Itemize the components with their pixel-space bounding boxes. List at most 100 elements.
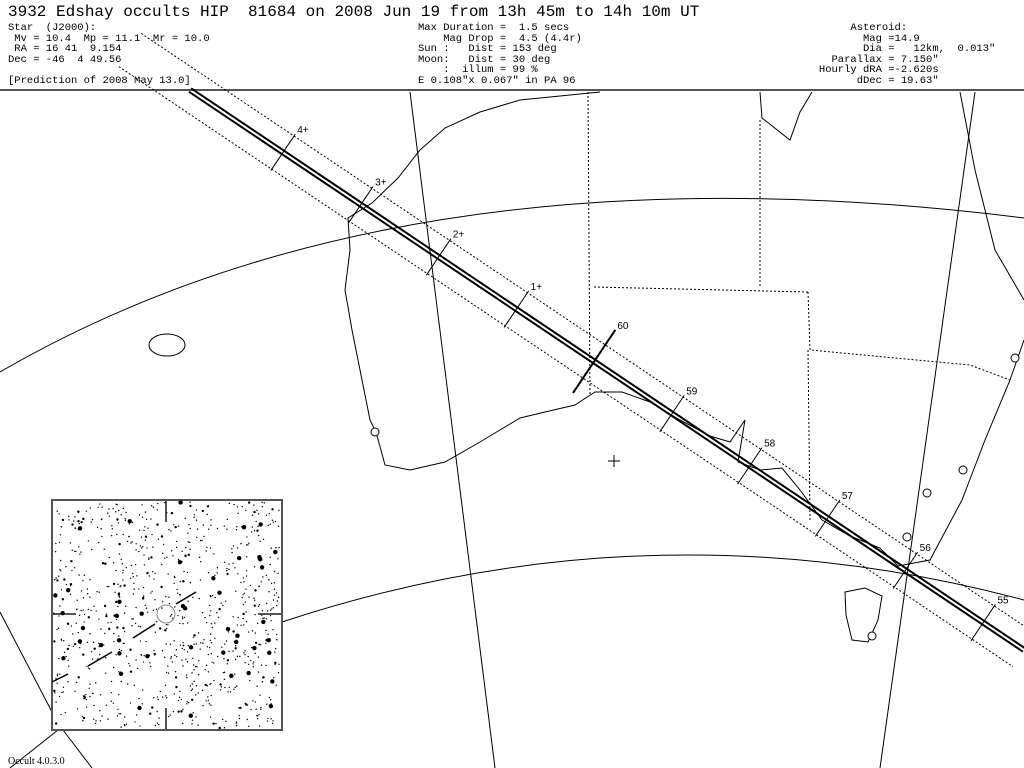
star <box>100 694 102 696</box>
star <box>58 541 61 544</box>
star <box>209 604 211 607</box>
star <box>193 664 195 666</box>
star <box>94 722 97 725</box>
star <box>134 622 137 625</box>
star <box>188 541 191 544</box>
star <box>69 582 73 586</box>
star <box>258 585 260 588</box>
star <box>253 599 256 601</box>
star <box>254 613 256 616</box>
star <box>66 647 70 651</box>
star <box>187 553 190 557</box>
star <box>72 633 74 635</box>
star <box>238 714 240 717</box>
star <box>223 561 226 564</box>
star <box>192 657 194 660</box>
star <box>169 643 172 645</box>
star <box>193 634 196 637</box>
time-label: 55 <box>997 595 1009 606</box>
star <box>125 605 127 607</box>
star <box>156 696 159 698</box>
star <box>177 558 180 561</box>
star <box>112 582 116 586</box>
header-divider <box>0 89 1024 91</box>
star <box>217 590 222 595</box>
star <box>265 629 267 632</box>
star <box>65 655 67 658</box>
star <box>156 523 159 526</box>
star <box>268 512 270 515</box>
star <box>168 602 171 605</box>
star <box>175 546 178 549</box>
star <box>164 629 167 632</box>
star <box>189 548 191 550</box>
star <box>80 551 82 553</box>
star <box>181 560 183 563</box>
star <box>77 528 80 531</box>
star <box>104 632 106 635</box>
star <box>117 708 119 710</box>
time-label: 2+ <box>453 230 465 241</box>
star <box>210 623 213 625</box>
star <box>204 683 207 687</box>
star <box>259 565 265 570</box>
star <box>61 691 63 694</box>
star <box>136 575 138 577</box>
star <box>95 610 97 612</box>
star <box>243 624 245 626</box>
star <box>205 550 207 552</box>
city-marker <box>1010 353 1020 363</box>
star <box>76 608 78 610</box>
time-tick <box>659 395 685 433</box>
star <box>145 653 150 659</box>
star <box>170 613 173 616</box>
star <box>197 632 200 634</box>
star <box>262 676 265 679</box>
star <box>225 640 228 642</box>
star <box>167 573 169 575</box>
star <box>223 678 226 681</box>
star <box>181 550 183 553</box>
star <box>187 532 189 534</box>
star <box>154 599 156 601</box>
star <box>188 523 190 526</box>
star <box>167 624 169 626</box>
star <box>125 566 128 569</box>
star <box>156 722 159 724</box>
star <box>253 604 256 607</box>
star <box>53 593 58 598</box>
star <box>55 701 57 703</box>
info-line: Dia = 12km, 0.013" <box>800 43 996 55</box>
star <box>266 602 268 604</box>
star <box>188 645 194 650</box>
star <box>182 580 185 583</box>
star <box>144 539 147 541</box>
star <box>235 722 237 724</box>
star <box>182 708 184 711</box>
star <box>228 502 230 505</box>
info-line: Mv = 10.4 Mp = 11.1 Mr = 10.0 <box>8 32 210 45</box>
star <box>270 679 275 684</box>
star <box>253 510 256 514</box>
star <box>234 567 236 569</box>
star <box>207 671 210 673</box>
star <box>197 673 200 676</box>
star <box>78 614 81 616</box>
star <box>201 611 204 614</box>
star <box>201 689 204 692</box>
star <box>269 563 271 566</box>
star <box>148 558 150 561</box>
star <box>236 506 239 508</box>
star <box>259 643 262 646</box>
star <box>225 720 227 722</box>
star <box>122 533 124 536</box>
star <box>185 547 187 549</box>
star <box>63 651 66 654</box>
star <box>161 536 163 538</box>
star <box>183 616 186 619</box>
star <box>73 567 76 569</box>
star <box>244 661 246 664</box>
star <box>118 648 121 651</box>
star <box>211 594 214 597</box>
